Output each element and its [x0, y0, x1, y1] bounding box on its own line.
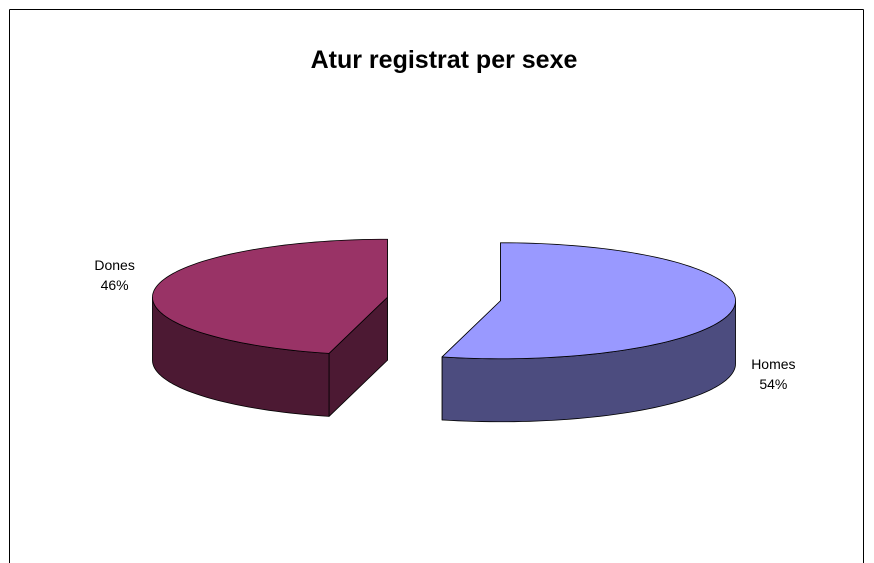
data-label: Dones 46% [94, 257, 134, 293]
chart-title: Atur registrat per sexe [311, 46, 578, 74]
pie-slice [441, 242, 736, 423]
data-label-value: 46% [101, 277, 129, 293]
data-label-category: Dones [94, 257, 134, 273]
pie-top [152, 238, 388, 354]
data-label-value: 54% [759, 376, 787, 392]
pie-top [441, 242, 736, 360]
data-label-category: Homes [751, 356, 795, 372]
pie-slice [152, 238, 388, 417]
data-label: Homes 54% [751, 356, 795, 392]
